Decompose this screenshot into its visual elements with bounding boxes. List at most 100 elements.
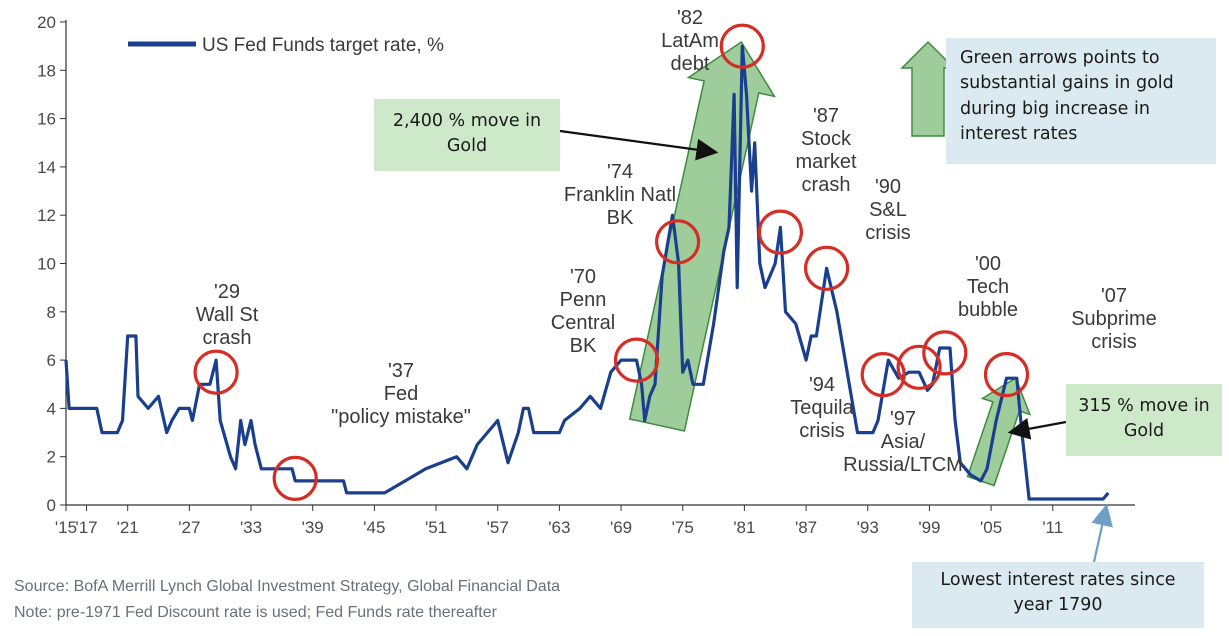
event-label-line: '90 (875, 176, 901, 198)
y-tick-label: 10 (37, 255, 56, 274)
event-label-line: Tequila (790, 397, 854, 419)
pointer-2400-callout (559, 129, 719, 161)
event-label-line: Central (551, 312, 615, 334)
event-label: '94 Tequila crisis (790, 374, 854, 442)
event-annotations: '29 Wall St crash'37 Fed "policy mistake"'70… (193, 7, 1157, 501)
event-circle (613, 337, 660, 383)
event-label-line: '87 (813, 105, 839, 127)
x-tick-label: '17 (75, 518, 97, 537)
event-label-line: Penn (560, 289, 607, 311)
x-tick-label: '75 (672, 518, 694, 537)
event-label-line: bubble (958, 299, 1018, 321)
event-label: '97 Asia/Russia/LTCM (843, 408, 963, 476)
data-note: Note: pre-1971 Fed Discount rate is used… (14, 604, 497, 621)
legend-label: US Fed Funds target rate, % (202, 35, 444, 56)
x-tick-label: '81 (733, 518, 755, 537)
x-tick-label: '45 (363, 518, 385, 537)
y-tick-label: 6 (47, 351, 56, 370)
gold-gain-arrows (628, 40, 1032, 487)
y-tick-label: 18 (37, 61, 56, 80)
event-label-line: BK (570, 335, 597, 357)
event-label: '74 Franklin Natl BK (564, 161, 676, 229)
event-label: '90 S&L crisis (865, 176, 911, 244)
y-tick-label: 4 (47, 399, 56, 418)
event-label-line: crisis (799, 420, 845, 442)
event-label-line: S&L (869, 199, 907, 221)
x-tick-label: '69 (610, 518, 632, 537)
event-label-line: '94 (809, 374, 835, 396)
source-note: Source: BofA Merrill Lynch Global Invest… (14, 578, 561, 595)
y-tick-label: 8 (47, 303, 56, 322)
event-label: '87 Stock market crash (795, 105, 857, 196)
y-tick-label: 2 (47, 448, 56, 467)
y-tick-label: 20 (37, 13, 56, 32)
event-label-line: crash (802, 174, 851, 196)
event-label: '00 Tech bubble (958, 253, 1018, 321)
event-circle (922, 330, 968, 376)
event-label-line: Subprime (1071, 308, 1157, 330)
pointer-315-callout (1007, 417, 1067, 440)
x-tick-label: '39 (302, 518, 324, 537)
event-label: '82 LatAm debt (661, 7, 719, 75)
event-label-line: crisis (865, 222, 911, 244)
event-label-line: Stock (801, 128, 852, 150)
event-label-line: '00 (975, 253, 1001, 275)
event-label-line: "policy mistake" (331, 406, 471, 428)
x-tick-label: '21 (117, 518, 139, 537)
series-layer (64, 44, 1110, 501)
event-circle (654, 219, 701, 265)
event-label-line: Fed (384, 383, 418, 405)
x-tick-label: '63 (548, 518, 570, 537)
legend-green-arrow-icon (900, 40, 956, 137)
x-tick-label: '33 (240, 518, 262, 537)
gold-move-2400-callout: 2,400 % move in Gold (374, 99, 560, 171)
event-label-line: Tech (967, 276, 1009, 298)
event-label: '70 Penn Central BK (551, 266, 615, 357)
event-label-line: market (795, 151, 857, 173)
event-label-line: crash (203, 327, 252, 349)
legend: US Fed Funds target rate, % (128, 35, 444, 56)
event-circle (757, 209, 804, 255)
lowest-rates-callout: Lowest interest rates since year 1790 (912, 562, 1204, 628)
y-tick-label: 14 (37, 158, 56, 177)
event-label-line: Asia/ (881, 431, 926, 453)
event-label: '37 Fed "policy mistake" (331, 360, 471, 428)
event-label-line: '37 (388, 360, 414, 382)
event-circle (193, 349, 239, 395)
event-label-line: debt (671, 53, 710, 75)
x-tick-label: '11 (1042, 518, 1063, 537)
event-circle (860, 352, 906, 398)
y-tick-label: 12 (37, 206, 56, 225)
event-label-line: '70 (570, 266, 596, 288)
callout-pointers (559, 129, 1113, 563)
event-label-line: BK (607, 207, 634, 229)
gold-move-315-callout: 315 % move in Gold (1066, 384, 1222, 456)
event-label-line: '07 (1101, 285, 1127, 307)
event-circle (983, 352, 1030, 398)
green-arrows-note: Green arrows points to substantial gains… (946, 38, 1216, 164)
event-label-line: crisis (1091, 331, 1137, 353)
x-tick-label: '57 (487, 518, 509, 537)
axes: 0 2 4 6 8 10 12 14 16 18 20 '15 '21 '27 '33 '39 '45 '51 '5… (37, 13, 1135, 537)
pointer-lowest-rates (1091, 503, 1113, 563)
event-label: '29 Wall St crash (196, 281, 259, 349)
x-tick-label: '27 (178, 518, 200, 537)
x-tick-label: '51 (425, 518, 447, 537)
x-tick-label: '15 (55, 518, 77, 537)
x-tick-label: '87 (795, 518, 817, 537)
x-tick-label: '99 (918, 518, 940, 537)
event-label-line: Franklin Natl (564, 184, 676, 206)
event-circle (803, 245, 850, 291)
event-label-line: '97 (890, 408, 916, 430)
event-circle (896, 344, 942, 390)
event-label-line: Wall St (196, 304, 259, 326)
y-tick-label: 0 (47, 496, 56, 515)
event-label-line: '29 (214, 281, 240, 303)
event-label-line: '74 (607, 161, 633, 183)
event-label: '07 Subprime crisis (1071, 285, 1157, 353)
event-circle (719, 23, 765, 69)
event-label-line: '82 (677, 7, 703, 29)
gold-gain-arrow-1970s (628, 40, 776, 432)
x-tick-label: '05 (980, 518, 1002, 537)
